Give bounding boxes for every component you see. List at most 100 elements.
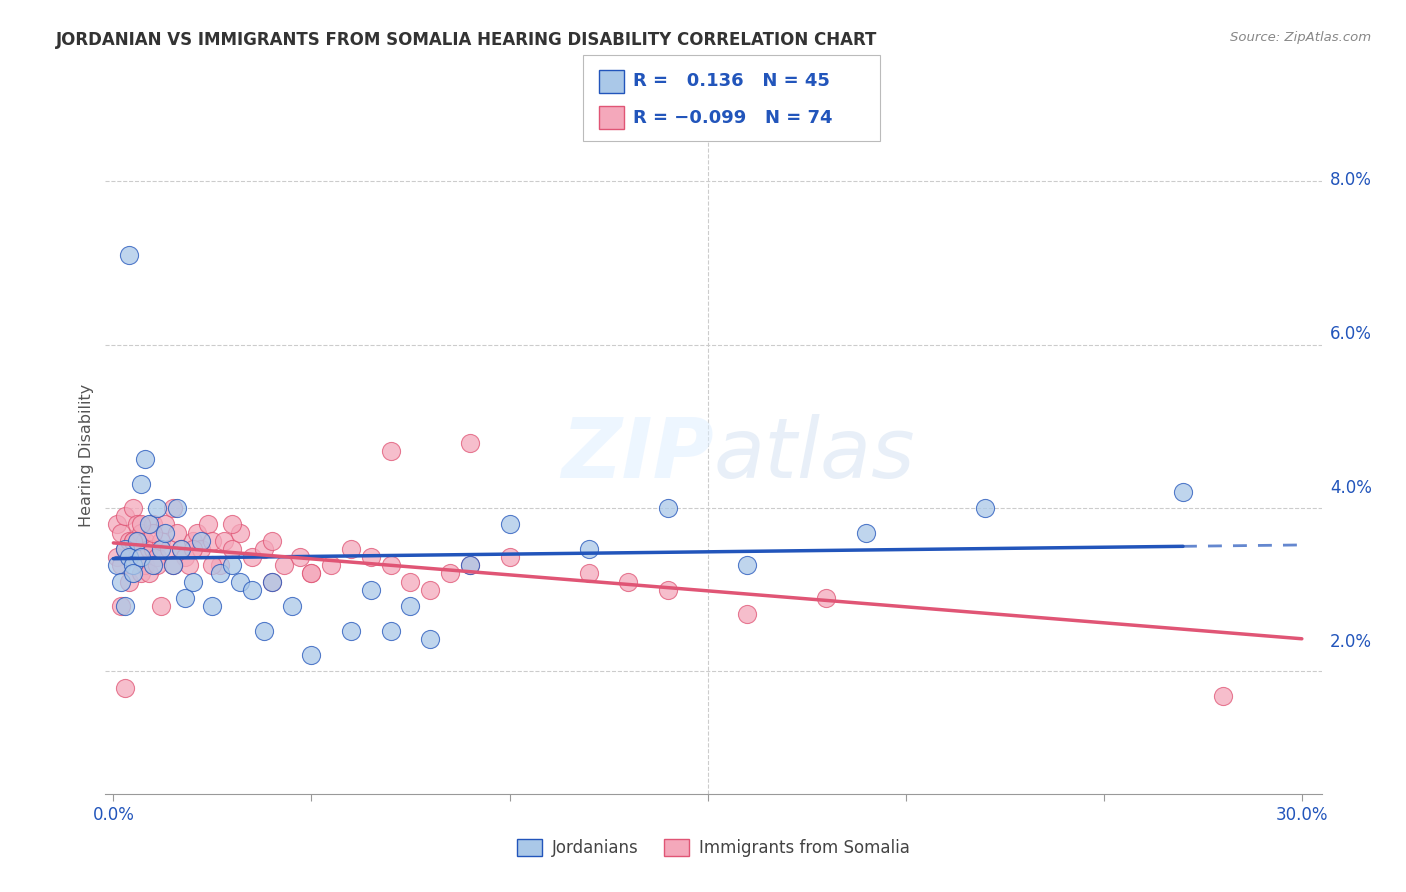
Point xyxy=(360,549,382,564)
Point xyxy=(146,501,169,516)
Point xyxy=(129,566,152,581)
Point xyxy=(170,541,193,556)
Point xyxy=(110,525,132,540)
Point xyxy=(578,541,600,556)
Point xyxy=(301,648,323,662)
Point xyxy=(735,558,758,573)
Point xyxy=(221,541,243,556)
Point xyxy=(114,509,136,524)
Point xyxy=(162,558,184,573)
Point xyxy=(578,566,600,581)
Point xyxy=(114,541,136,556)
Point xyxy=(260,574,283,589)
Point xyxy=(855,525,877,540)
Text: R =   0.136   N = 45: R = 0.136 N = 45 xyxy=(633,72,830,90)
Point xyxy=(142,558,165,573)
Point xyxy=(122,566,145,581)
Text: atlas: atlas xyxy=(713,415,915,495)
Point xyxy=(340,541,363,556)
Point xyxy=(122,533,145,548)
Point xyxy=(240,549,263,564)
Point xyxy=(138,517,160,532)
Point xyxy=(735,607,758,622)
Point xyxy=(190,541,212,556)
Point xyxy=(149,599,172,613)
Point xyxy=(166,525,188,540)
Point xyxy=(229,525,252,540)
Point xyxy=(105,517,128,532)
Point xyxy=(240,582,263,597)
Point xyxy=(142,541,165,556)
Point xyxy=(127,517,149,532)
Point xyxy=(229,574,252,589)
Point xyxy=(201,533,224,548)
Point xyxy=(110,574,132,589)
Point xyxy=(105,549,128,564)
Point xyxy=(458,435,481,450)
Point xyxy=(162,558,184,573)
Point xyxy=(114,541,136,556)
Point xyxy=(340,624,363,638)
Point xyxy=(380,624,402,638)
Point xyxy=(201,599,224,613)
Point xyxy=(1171,484,1194,499)
Point xyxy=(458,558,481,573)
Point xyxy=(127,549,149,564)
Point xyxy=(815,591,838,605)
Point xyxy=(186,525,208,540)
Point xyxy=(157,541,180,556)
Point xyxy=(122,501,145,516)
Point xyxy=(105,558,128,573)
Point xyxy=(134,452,156,467)
Point xyxy=(181,533,204,548)
Point xyxy=(201,558,224,573)
Legend: Jordanians, Immigrants from Somalia: Jordanians, Immigrants from Somalia xyxy=(510,832,917,863)
Point xyxy=(260,574,283,589)
Point xyxy=(221,558,243,573)
Point xyxy=(253,541,276,556)
Point xyxy=(209,558,232,573)
Point xyxy=(153,525,176,540)
Point xyxy=(617,574,640,589)
Point xyxy=(122,558,145,573)
Point xyxy=(301,566,323,581)
Point xyxy=(118,549,141,564)
Point xyxy=(260,533,283,548)
Point xyxy=(288,549,311,564)
Point xyxy=(253,624,276,638)
Point xyxy=(197,517,219,532)
Point xyxy=(170,541,193,556)
Point xyxy=(173,591,195,605)
Point xyxy=(498,517,520,532)
Point xyxy=(129,549,152,564)
Point xyxy=(181,574,204,589)
Point xyxy=(360,582,382,597)
Point xyxy=(110,558,132,573)
Text: ZIP: ZIP xyxy=(561,415,713,495)
Point xyxy=(399,574,422,589)
Point xyxy=(162,501,184,516)
Text: R = −0.099   N = 74: R = −0.099 N = 74 xyxy=(633,109,832,127)
Point xyxy=(380,443,402,458)
Point xyxy=(127,533,149,548)
Point xyxy=(190,533,212,548)
Point xyxy=(657,582,679,597)
Text: JORDANIAN VS IMMIGRANTS FROM SOMALIA HEARING DISABILITY CORRELATION CHART: JORDANIAN VS IMMIGRANTS FROM SOMALIA HEA… xyxy=(56,31,877,49)
Point xyxy=(138,566,160,581)
Point xyxy=(419,582,441,597)
Point xyxy=(146,549,169,564)
Point xyxy=(280,599,302,613)
Point xyxy=(134,558,156,573)
Point xyxy=(118,248,141,262)
Text: Source: ZipAtlas.com: Source: ZipAtlas.com xyxy=(1230,31,1371,45)
Point xyxy=(118,533,141,548)
Point xyxy=(166,501,188,516)
Point xyxy=(114,599,136,613)
Point xyxy=(114,681,136,695)
Point xyxy=(321,558,343,573)
Point xyxy=(214,533,236,548)
Point xyxy=(142,525,165,540)
Point xyxy=(129,517,152,532)
Point xyxy=(458,558,481,573)
Point xyxy=(138,541,160,556)
